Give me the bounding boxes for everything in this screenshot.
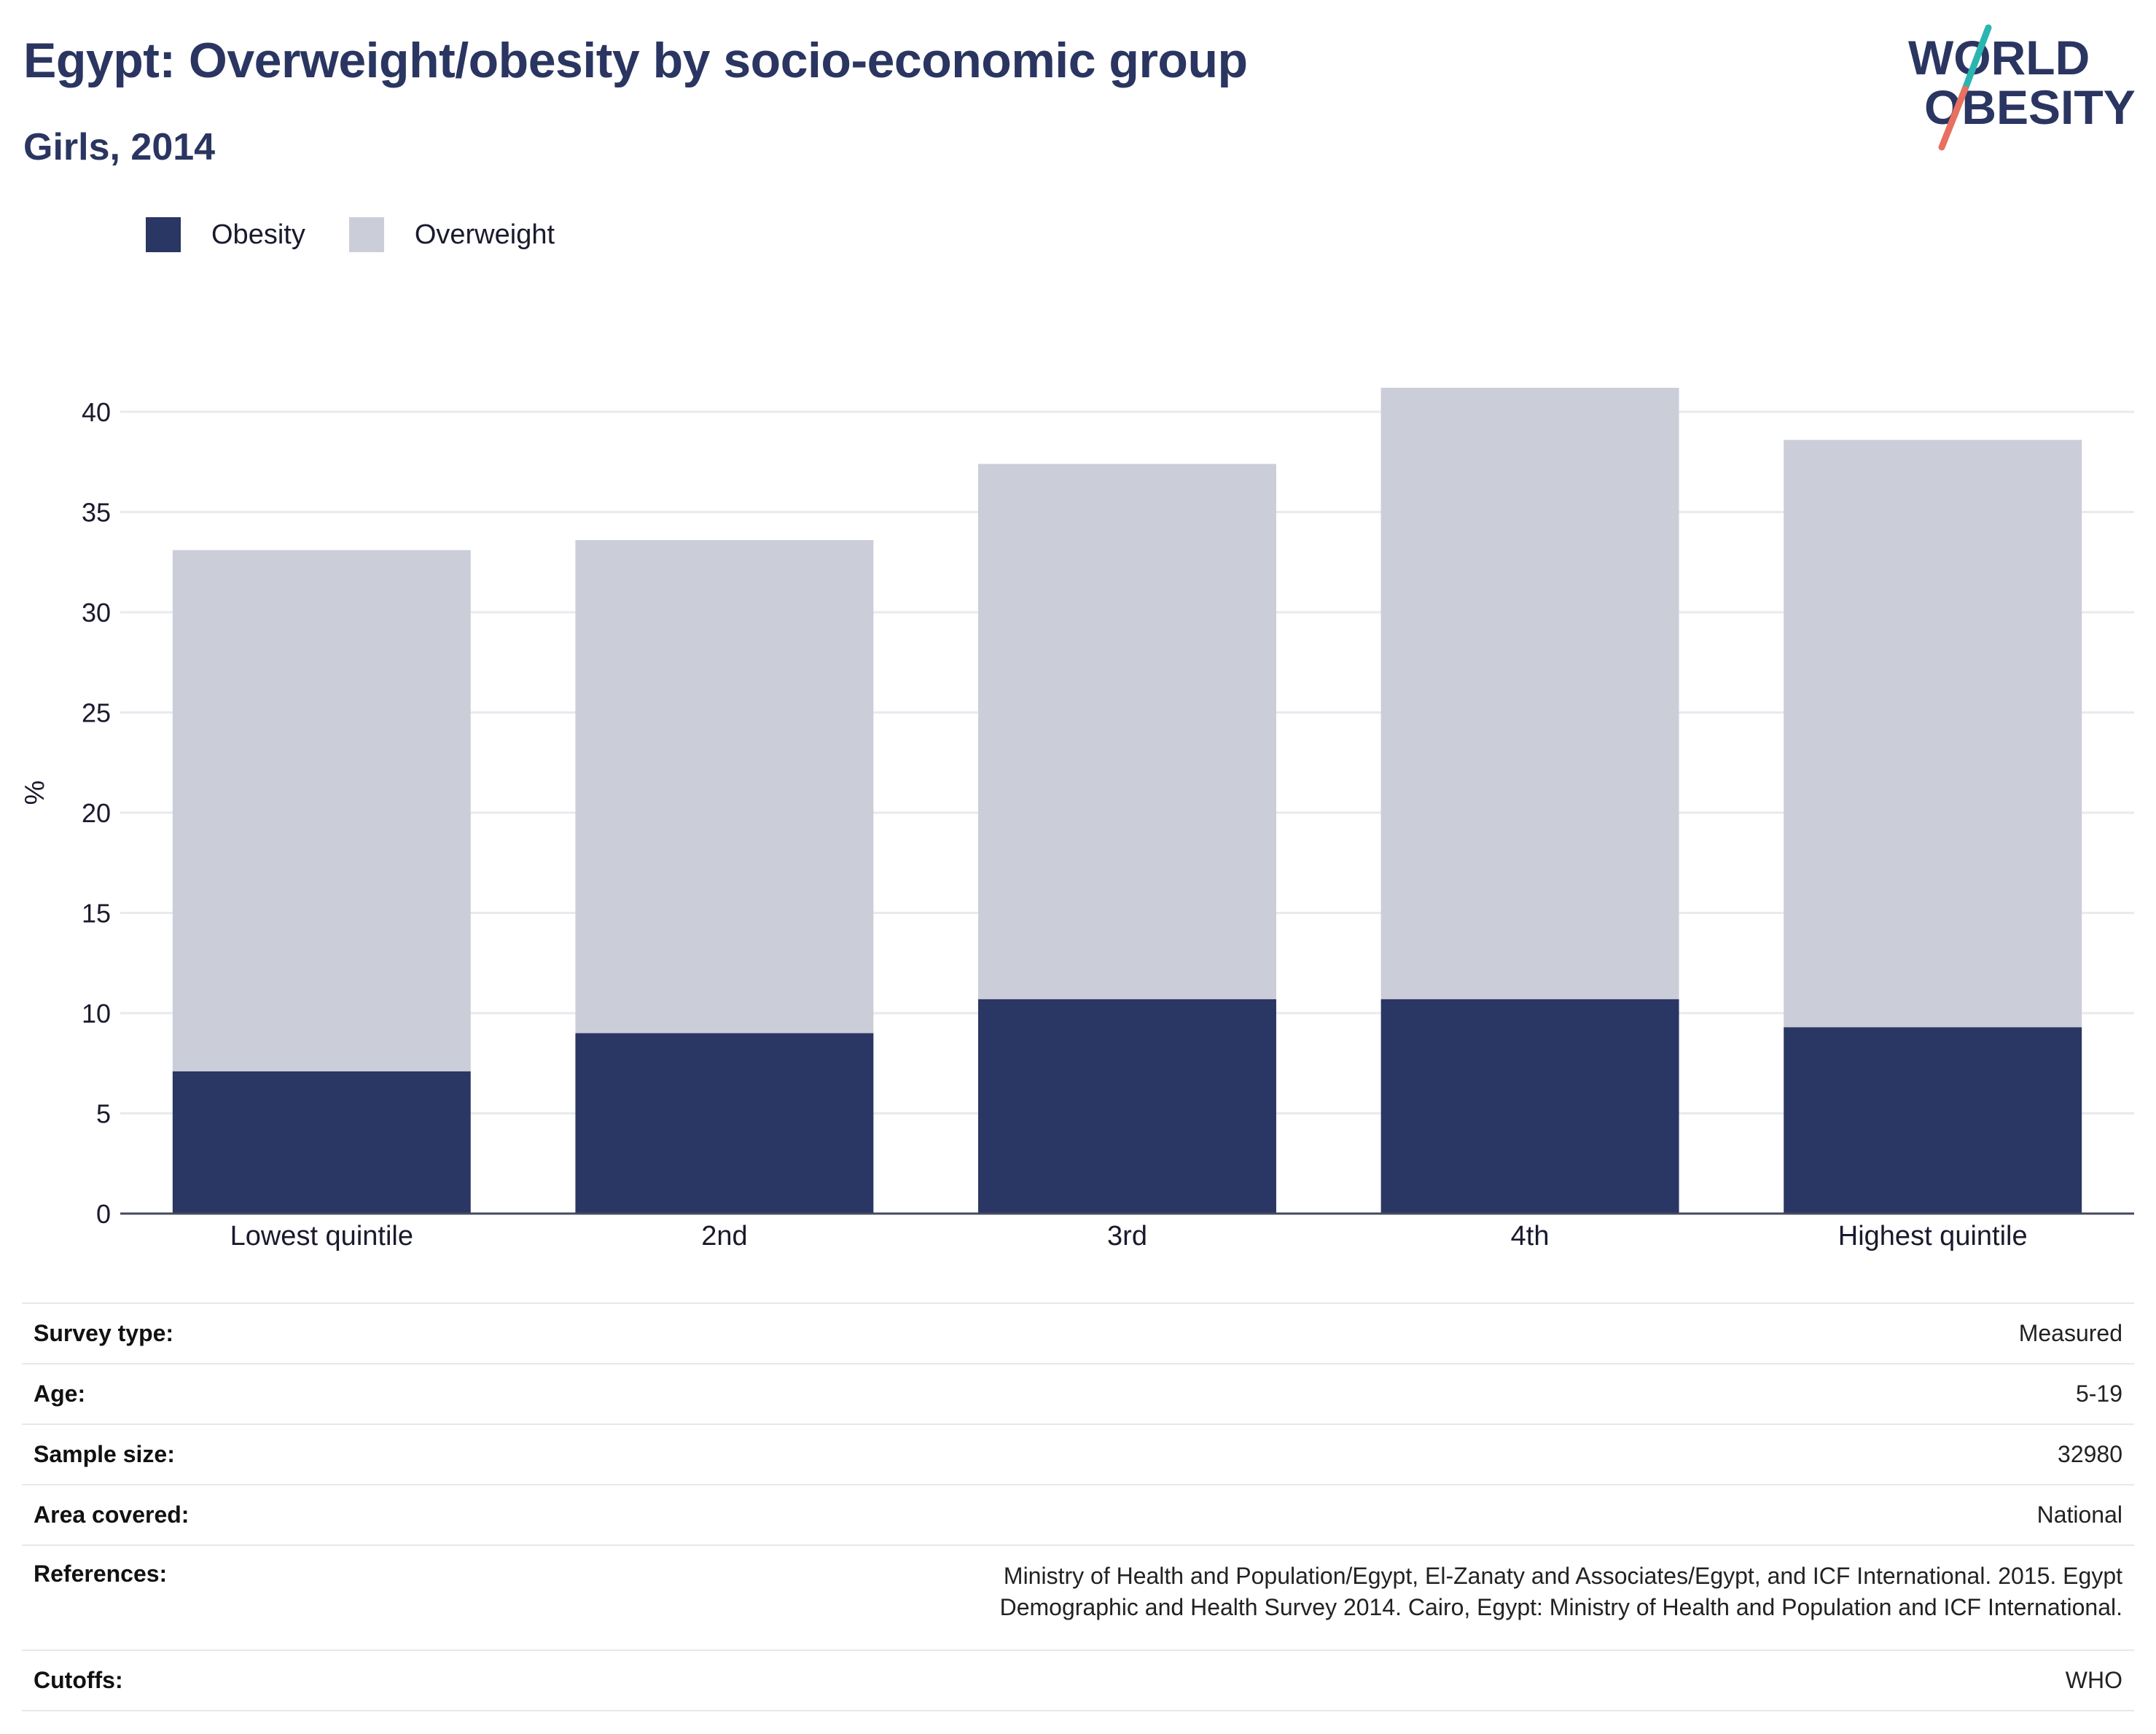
- legend-label-overweight: Overweight: [414, 219, 555, 250]
- logo-text-world: WORLD: [1908, 31, 2090, 85]
- legend-item-obesity[interactable]: Obesity: [146, 217, 305, 252]
- bar-obesity-5[interactable]: [1784, 1027, 2082, 1214]
- x-tick-label: 2nd: [701, 1221, 747, 1251]
- survey-info-table: Survey type: Measured Age: 5-19 Sample s…: [22, 1303, 2134, 1711]
- info-row-references: References: Ministry of Health and Popul…: [22, 1545, 2134, 1650]
- info-value: 5-19: [2075, 1380, 2122, 1407]
- info-row-area-covered: Area covered: National: [22, 1485, 2134, 1545]
- info-label: Area covered:: [34, 1501, 190, 1528]
- info-label: Cutoffs:: [34, 1667, 123, 1693]
- y-tick-label: 20: [82, 798, 111, 828]
- chart-title: Egypt: Overweight/obesity by socio-econo…: [23, 33, 1248, 88]
- y-tick-label: 30: [82, 598, 111, 628]
- bars: [172, 388, 2082, 1214]
- x-tick-label: 4th: [1511, 1221, 1550, 1251]
- x-tick-label: 3rd: [1107, 1221, 1147, 1251]
- x-tick-label: Lowest quintile: [230, 1221, 413, 1251]
- info-label: Sample size:: [34, 1441, 175, 1467]
- y-tick-label: 0: [96, 1199, 111, 1229]
- info-value: Ministry of Health and Population/Egypt,…: [999, 1563, 2122, 1620]
- chart-subtitle: Girls, 2014: [23, 126, 216, 168]
- x-tick-label: Highest quintile: [1838, 1221, 2028, 1251]
- legend-swatch-overweight: [348, 217, 384, 252]
- bar-obesity-1[interactable]: [172, 1071, 471, 1214]
- info-label: Age:: [34, 1380, 86, 1407]
- info-label: Survey type:: [34, 1320, 174, 1346]
- info-label: References:: [34, 1561, 168, 1587]
- legend-item-overweight[interactable]: Overweight: [348, 217, 555, 252]
- chart-legend: Obesity Overweight: [146, 217, 598, 252]
- legend-swatch-obesity: [146, 217, 181, 252]
- world-obesity-logo: WORLD OBESITY: [1908, 24, 2136, 151]
- bar-overweight-1[interactable]: [172, 550, 471, 1071]
- info-value: National: [2036, 1501, 2122, 1528]
- bar-overweight-5[interactable]: [1784, 440, 2082, 1028]
- logo-slash-teal: [1961, 24, 1992, 93]
- y-tick-label: 25: [82, 698, 111, 728]
- info-row-sample-size: Sample size: 32980: [22, 1424, 2134, 1485]
- info-value: WHO: [2065, 1667, 2122, 1693]
- bar-obesity-3[interactable]: [978, 999, 1276, 1214]
- y-tick-label: 15: [82, 899, 111, 929]
- stacked-bar-chart: 0 5 10 15 20 25 30 35 40 Lowest quintile 2nd 3rd 4t…: [20, 388, 2134, 1251]
- y-tick-label: 40: [82, 397, 111, 427]
- info-row-age: Age: 5-19: [22, 1364, 2134, 1424]
- bar-overweight-2[interactable]: [575, 540, 874, 1034]
- info-row-cutoffs: Cutoffs: WHO: [22, 1650, 2134, 1711]
- bar-obesity-2[interactable]: [575, 1033, 874, 1214]
- y-tick-label: 5: [96, 1099, 111, 1129]
- x-axis-labels: Lowest quintile 2nd 3rd 4th Highest quintile: [230, 1221, 2028, 1251]
- logo-slash-coral: [1938, 85, 1969, 151]
- y-axis-ticks: 0 5 10 15 20 25 30 35 40: [82, 397, 111, 1229]
- info-value: Measured: [2018, 1320, 2122, 1346]
- info-row-survey-type: Survey type: Measured: [22, 1303, 2134, 1364]
- bar-obesity-4[interactable]: [1380, 999, 1679, 1214]
- info-value: 32980: [2058, 1441, 2122, 1467]
- y-axis-title: %: [20, 781, 50, 805]
- y-tick-label: 10: [82, 999, 111, 1028]
- legend-label-obesity: Obesity: [211, 219, 305, 250]
- y-tick-label: 35: [82, 498, 111, 528]
- bar-overweight-3[interactable]: [978, 464, 1276, 999]
- bar-overweight-4[interactable]: [1380, 388, 1679, 999]
